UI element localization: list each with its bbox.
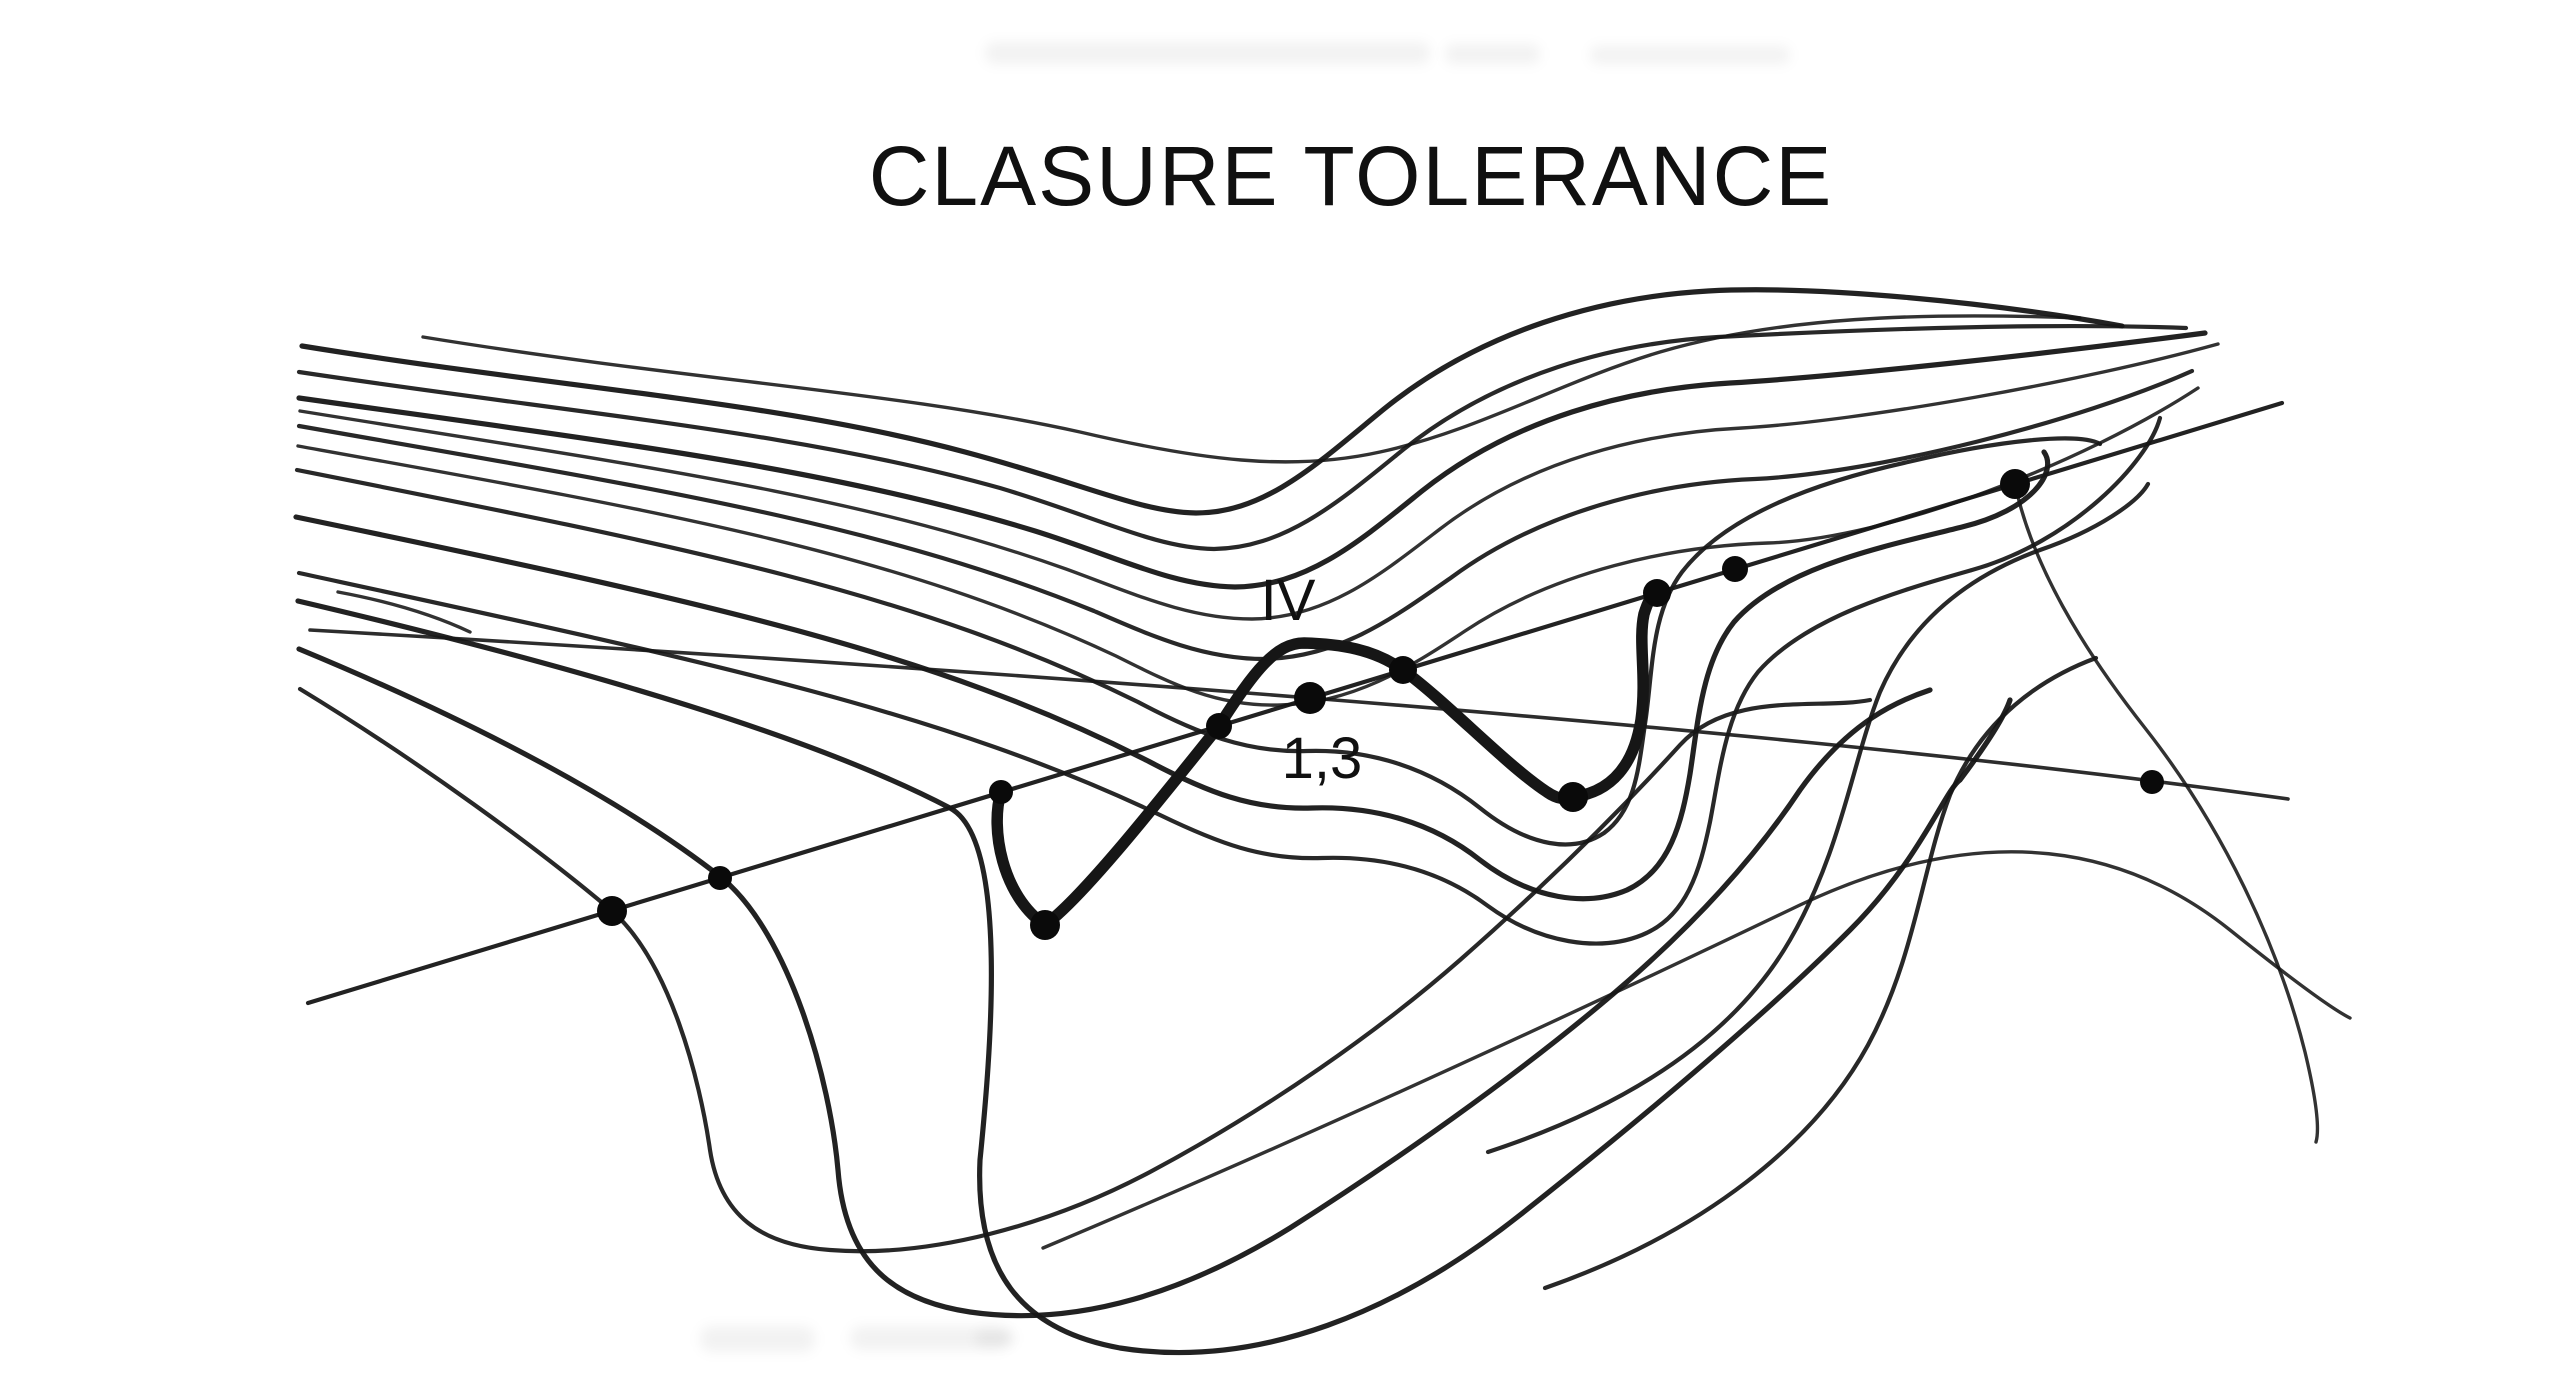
station-dot (1389, 656, 1417, 684)
station-dot (1722, 556, 1748, 582)
station-dot (1030, 910, 1060, 940)
measurement-label: 1,3 (1282, 726, 1363, 791)
contour-line (296, 323, 2189, 552)
contour-line (296, 330, 2208, 590)
station-dot (597, 896, 627, 926)
ghost-smudge (700, 1326, 815, 1352)
curve-label: IV (1261, 568, 1316, 633)
contour-line (297, 686, 1873, 1254)
contour-line (296, 368, 2195, 662)
contour-line (2013, 482, 2320, 1144)
station-dot (2140, 770, 2164, 794)
contour-line (299, 287, 2125, 516)
station-dot (1558, 782, 1588, 812)
station-dot (1294, 682, 1326, 714)
contour-line (296, 415, 2163, 946)
contour-line (298, 342, 2220, 621)
station-dot (1643, 579, 1671, 607)
station-dot (708, 866, 732, 890)
ghost-smudge (1445, 44, 1540, 64)
station-dots (597, 469, 2164, 940)
contour-line (336, 590, 472, 634)
contour-line (421, 314, 2082, 464)
contour-line (295, 598, 2013, 1356)
contour-field (293, 287, 2352, 1356)
station-dot (1206, 713, 1232, 739)
contour-line (1485, 481, 2151, 1155)
station-dot (989, 780, 1013, 804)
page-title: CLASURE TOLERANCE (869, 129, 1834, 223)
contour-line (1542, 655, 2099, 1291)
station-dot (2000, 469, 2030, 499)
ghost-smudge (850, 1326, 1010, 1350)
ghost-smudge (975, 1330, 1015, 1346)
ghost-smudge (1590, 46, 1790, 64)
contour-line (1041, 850, 2352, 1250)
ghost-smudges (700, 42, 1790, 1352)
ghost-smudge (985, 42, 1430, 64)
contour-line (293, 449, 2051, 902)
contour-line (294, 436, 2103, 847)
contour-line (296, 646, 1933, 1319)
